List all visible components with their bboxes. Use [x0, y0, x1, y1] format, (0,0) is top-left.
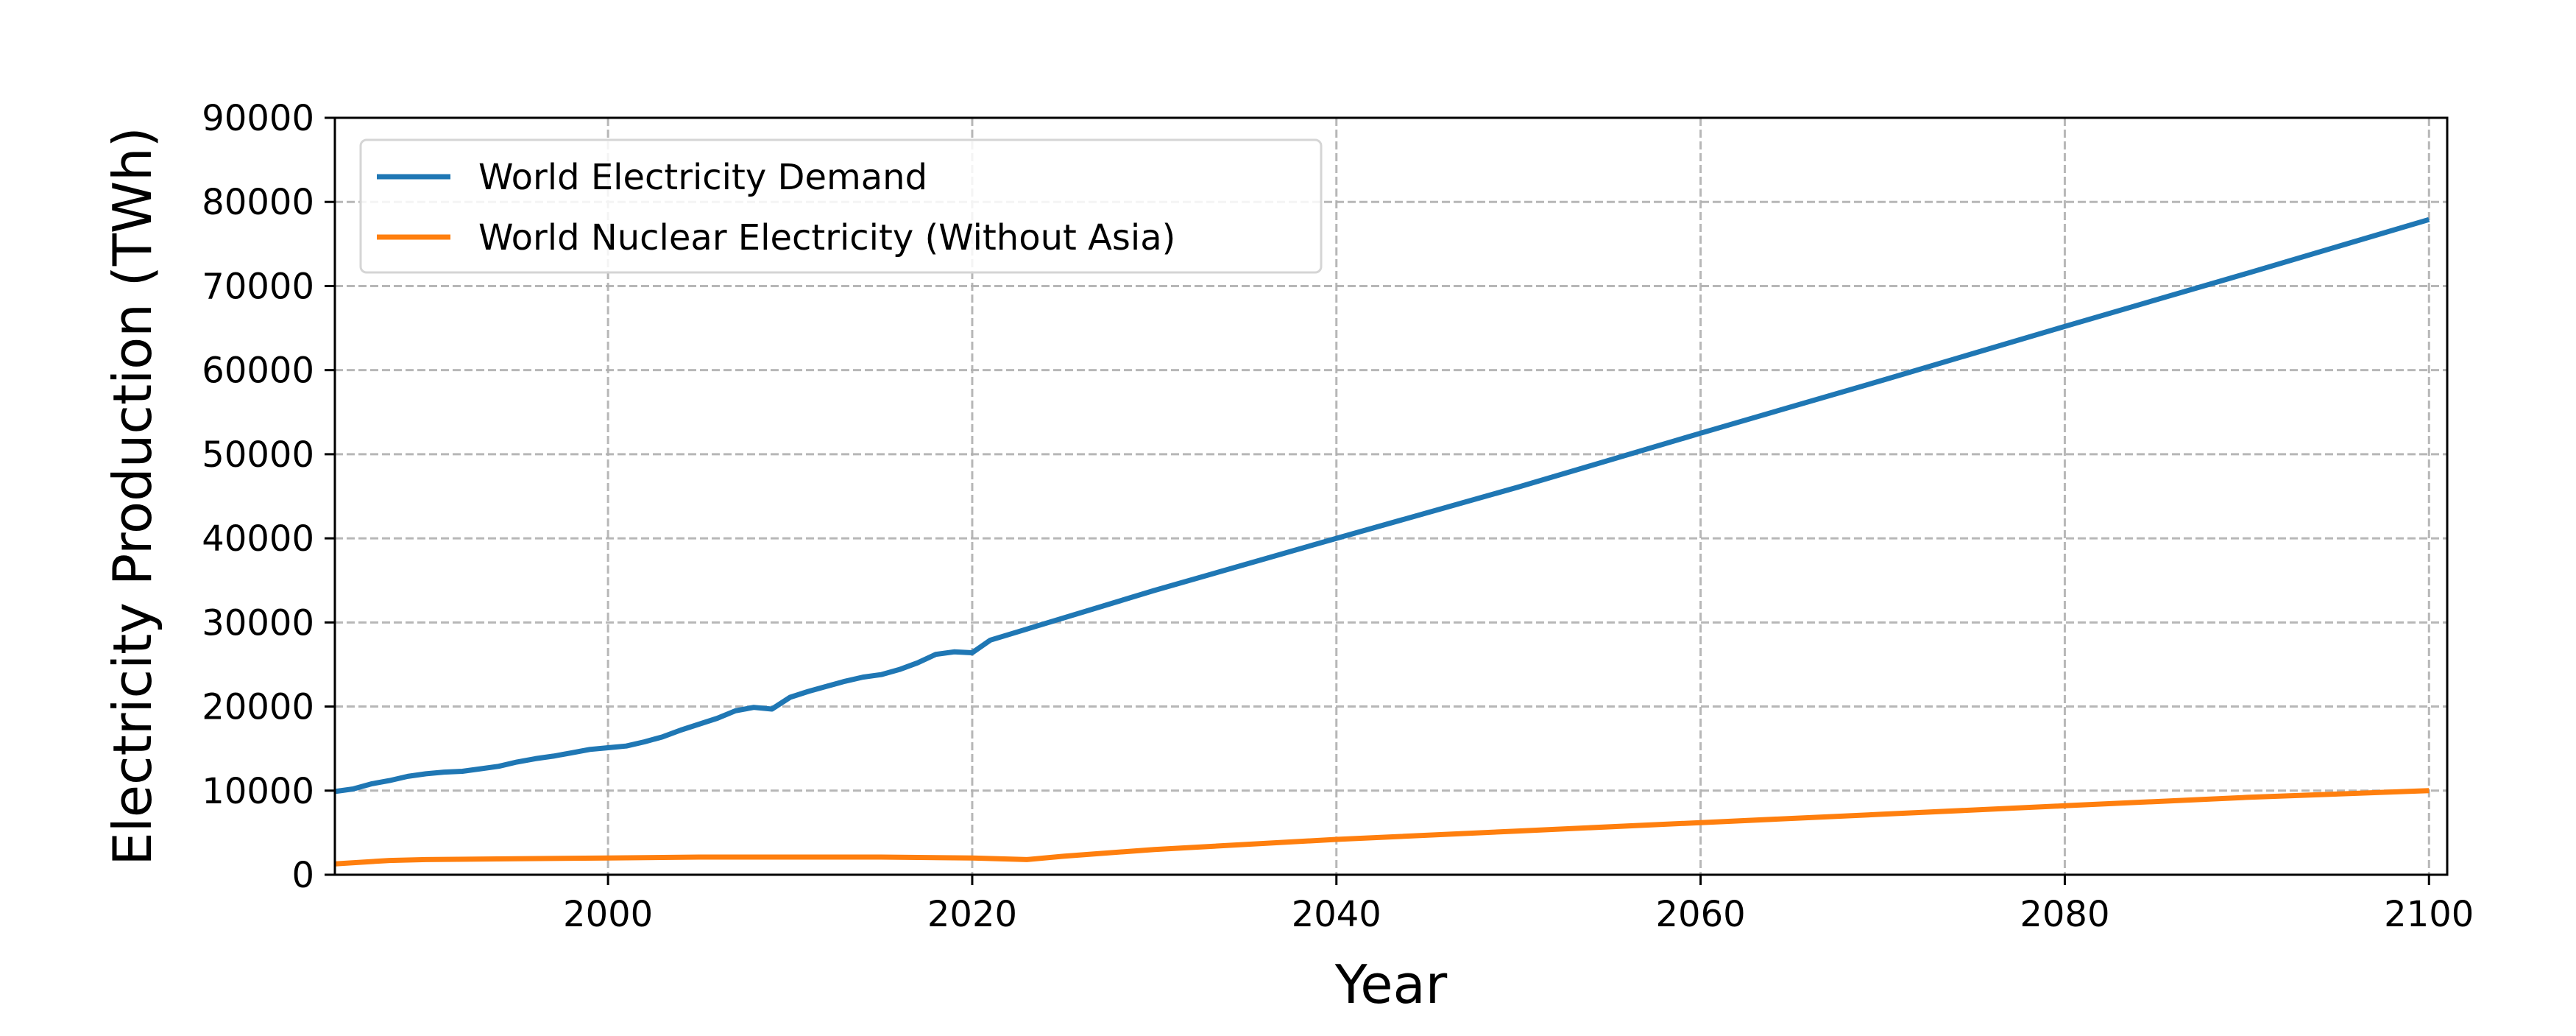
y-tick-label: 50000	[202, 434, 314, 476]
y-tick-label: 90000	[202, 98, 314, 139]
y-tick-label: 30000	[202, 602, 314, 644]
x-axis-title: Year	[1334, 954, 1448, 1015]
x-tick-label: 2040	[1292, 894, 1381, 935]
series-line-1	[335, 216, 2430, 794]
x-tick-label: 2060	[1656, 894, 1746, 935]
y-tick-label: 60000	[202, 350, 314, 392]
series-line-2	[335, 788, 2430, 867]
x-tick-label: 2100	[2384, 894, 2474, 935]
x-tick-label: 2000	[563, 894, 653, 935]
y-tick-label: 10000	[202, 771, 314, 812]
legend-label-1: World Electricity Demand	[478, 157, 927, 198]
y-tick-label: 0	[291, 855, 314, 896]
y-tick-label: 40000	[202, 518, 314, 560]
x-tick-label: 2080	[2020, 894, 2109, 935]
series-group	[335, 216, 2430, 867]
x-tick-label: 2020	[927, 894, 1017, 935]
y-tick-label: 80000	[202, 182, 314, 223]
legend-label-2: World Nuclear Electricity (Without Asia)	[478, 217, 1175, 258]
y-axis-title: Electricity Production (TWh)	[102, 127, 163, 865]
plot-frame	[333, 116, 2449, 876]
y-tick-label: 20000	[202, 687, 314, 728]
legend-box	[359, 138, 1323, 274]
y-tick-label: 70000	[202, 266, 314, 307]
